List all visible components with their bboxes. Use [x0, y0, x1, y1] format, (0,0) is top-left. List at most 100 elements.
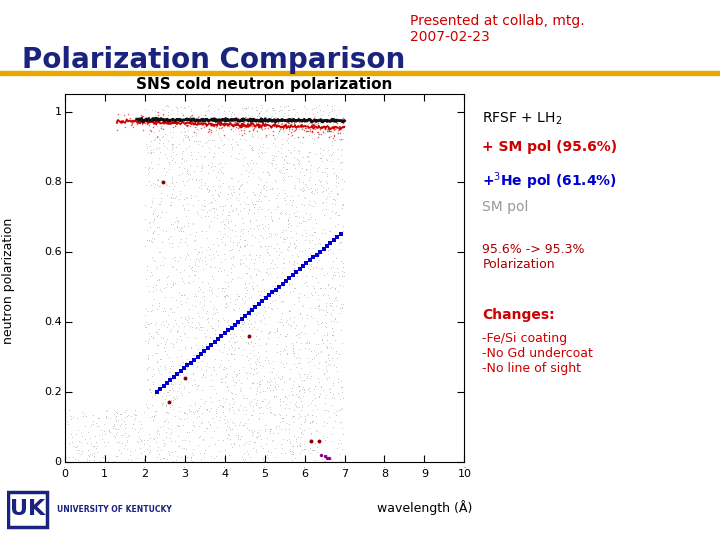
Point [167, 321, 179, 330]
Point [248, 379, 259, 387]
Point [287, 344, 299, 353]
Point [204, 406, 215, 415]
Point [222, 386, 234, 394]
Point [269, 443, 281, 452]
Point [227, 185, 238, 193]
Point [130, 116, 141, 124]
Point [187, 201, 199, 210]
Point [174, 121, 186, 130]
Point [171, 327, 183, 335]
Point [208, 136, 220, 145]
Point [299, 415, 310, 424]
Point [335, 134, 346, 143]
Point [148, 333, 159, 342]
Point [333, 126, 344, 134]
Point [220, 303, 232, 312]
Point [237, 118, 248, 126]
Point [154, 355, 166, 363]
Point [266, 117, 278, 125]
Point [166, 193, 177, 201]
Point [318, 123, 330, 131]
Point [176, 127, 187, 136]
Point [315, 265, 326, 273]
Point [277, 360, 289, 368]
Point [198, 121, 210, 130]
Point [189, 118, 201, 126]
Point [307, 201, 318, 210]
Point [199, 446, 210, 454]
Point [213, 447, 225, 455]
Point [239, 297, 251, 306]
Point [305, 387, 316, 395]
Point [193, 433, 204, 441]
Point [197, 435, 209, 443]
Point [289, 184, 300, 192]
Point [159, 307, 171, 315]
Point [153, 118, 165, 127]
Point [280, 276, 292, 285]
Point [274, 418, 285, 427]
Point [243, 293, 255, 302]
Point [168, 393, 179, 402]
Point [132, 427, 144, 436]
Point [111, 414, 122, 423]
Point [313, 130, 325, 138]
Point [252, 287, 264, 295]
Point [289, 212, 301, 220]
Point [187, 277, 199, 286]
Point [288, 240, 300, 249]
Point [306, 396, 318, 405]
Text: 95.6% -> 95.3%
Polarization: 95.6% -> 95.3% Polarization [482, 243, 585, 271]
Point [323, 192, 335, 200]
Point [63, 453, 75, 461]
Point [321, 124, 333, 133]
Point [266, 255, 278, 264]
Point [190, 130, 202, 139]
Point [204, 393, 216, 402]
Point [321, 454, 333, 463]
Point [194, 431, 206, 440]
Point [210, 369, 222, 378]
Point [267, 106, 279, 114]
Point [311, 108, 323, 117]
Point [245, 273, 256, 282]
Point [276, 106, 288, 114]
Point [145, 385, 156, 394]
Point [152, 112, 163, 121]
Point [307, 314, 319, 322]
Point [248, 443, 259, 452]
Point [321, 127, 333, 136]
Point [161, 102, 172, 111]
Point [130, 118, 142, 126]
Point [228, 120, 239, 129]
Point [263, 158, 274, 167]
Point [330, 253, 342, 262]
Point [239, 120, 251, 129]
Point [328, 126, 340, 134]
Point [305, 430, 316, 438]
Point [198, 152, 210, 161]
Point [251, 215, 262, 224]
Point [140, 180, 152, 189]
Point [140, 275, 152, 284]
Point [293, 294, 305, 302]
Point [167, 122, 179, 131]
Point [297, 301, 309, 310]
Point [258, 285, 270, 293]
Point [252, 180, 264, 189]
Point [171, 104, 183, 112]
Point [330, 118, 342, 126]
Point [187, 421, 199, 429]
Text: 7: 7 [341, 469, 348, 478]
Point [274, 127, 285, 136]
Point [274, 167, 285, 176]
Point [188, 444, 199, 453]
Point [230, 372, 242, 380]
Point [268, 364, 279, 373]
Point [276, 268, 288, 276]
Point [89, 442, 100, 451]
Point [227, 115, 238, 124]
Point [156, 122, 168, 130]
Point [218, 363, 230, 372]
Point [147, 256, 158, 265]
